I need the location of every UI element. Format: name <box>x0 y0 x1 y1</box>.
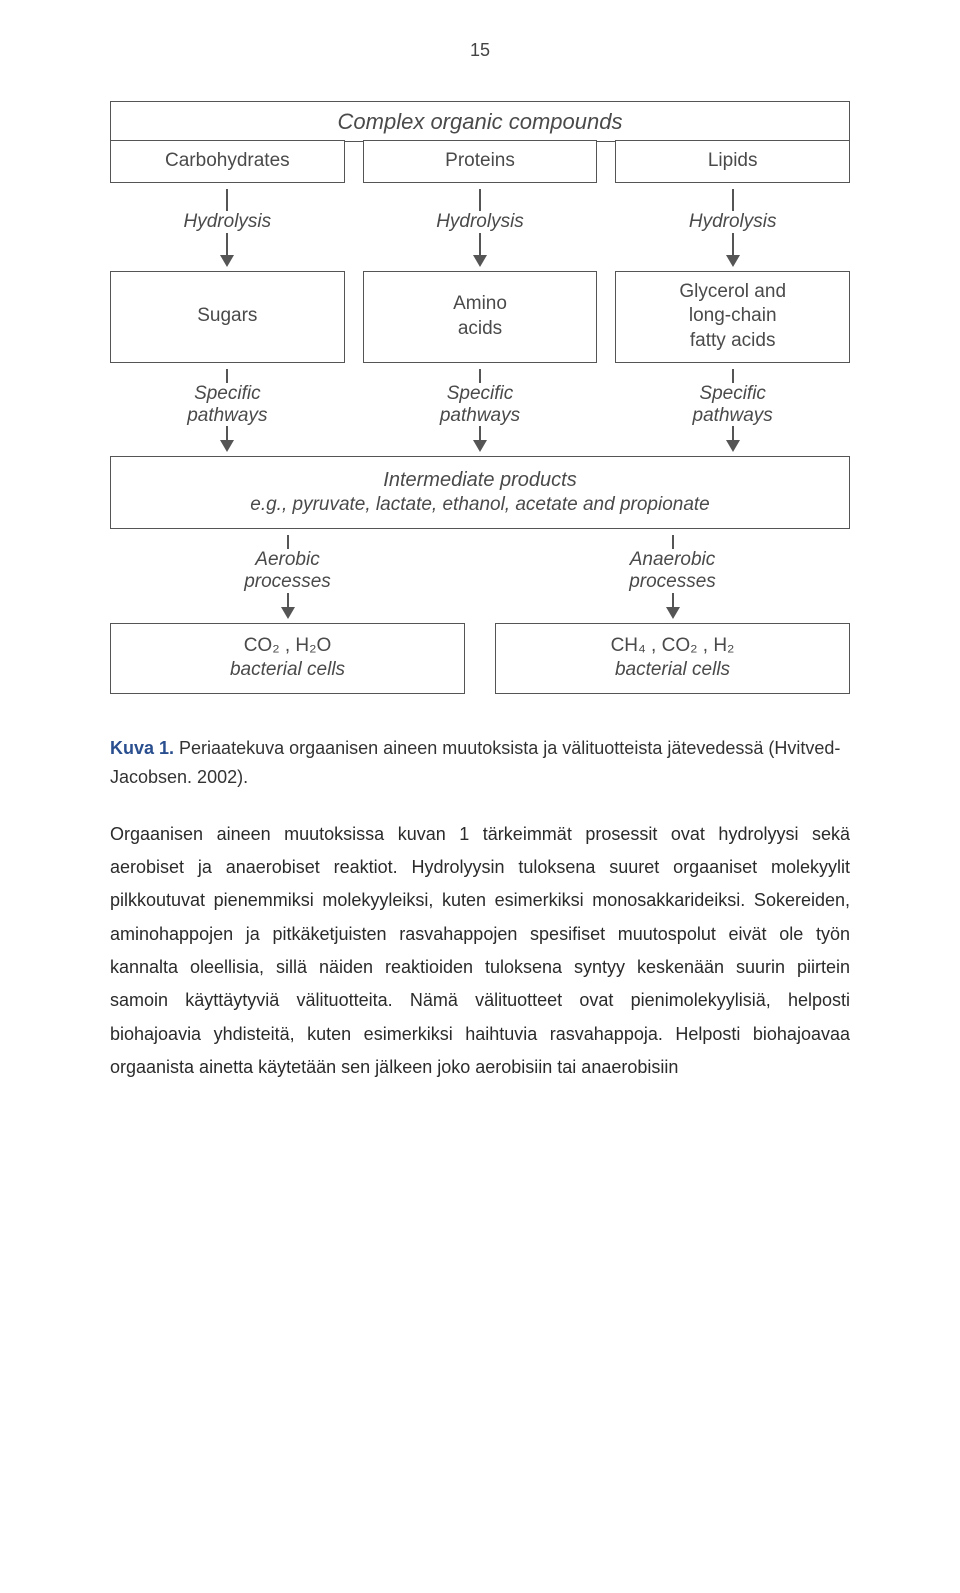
compound-lipids: Lipids <box>615 140 850 183</box>
flowchart-diagram: Complex organic compounds Carbohydrates … <box>110 101 850 694</box>
final-anaerobic-formula: CH₄ , CO₂ , H₂ <box>611 634 735 659</box>
caption-lead: Kuva 1. <box>110 738 174 758</box>
arrow-hydrolysis-1: Hydrolysis <box>110 189 345 267</box>
arrow-hydrolysis-3: Hydrolysis <box>615 189 850 267</box>
page-number: 15 <box>110 40 850 61</box>
compound-carbohydrates: Carbohydrates <box>110 140 345 183</box>
aerobic-label: Aerobic processes <box>244 549 331 593</box>
specific-label-3: Specific pathways <box>693 383 773 427</box>
final-aerobic-box: CO₂ , H₂O bacterial cells <box>110 623 465 694</box>
product-amino-acids: Amino acids <box>363 271 598 363</box>
intermediate-title: Intermediate products <box>383 467 576 493</box>
arrow-hydrolysis-2: Hydrolysis <box>363 189 598 267</box>
arrow-aerobic: Aerobic processes <box>110 535 465 619</box>
product-sugars: Sugars <box>110 271 345 363</box>
final-anaerobic-box: CH₄ , CO₂ , H₂ bacterial cells <box>495 623 850 694</box>
product-glycerol: Glycerol and long-chain fatty acids <box>615 271 850 363</box>
final-aerobic-line2: bacterial cells <box>230 658 345 683</box>
compound-proteins: Proteins <box>363 140 598 183</box>
specific-label-2: Specific pathways <box>440 383 520 427</box>
body-paragraph: Orgaanisen aineen muutoksissa kuvan 1 tä… <box>110 818 850 1084</box>
specific-label-1: Specific pathways <box>187 383 267 427</box>
anaerobic-label: Anaerobic processes <box>629 549 716 593</box>
arrow-anaerobic: Anaerobic processes <box>495 535 850 619</box>
header-box: Complex organic compounds <box>110 101 850 142</box>
final-anaerobic-line2: bacterial cells <box>615 658 730 683</box>
caption-rest: Periaatekuva orgaanisen aineen muutoksis… <box>110 738 840 787</box>
hydrolysis-label-1: Hydrolysis <box>184 211 272 233</box>
intermediate-box: Intermediate products e.g., pyruvate, la… <box>110 456 850 529</box>
final-aerobic-formula: CO₂ , H₂O <box>244 634 332 659</box>
figure-caption: Kuva 1. Periaatekuva orgaanisen aineen m… <box>110 734 850 792</box>
arrow-specific-1: Specific pathways <box>110 369 345 453</box>
intermediate-sub: e.g., pyruvate, lactate, ethanol, acetat… <box>250 493 710 518</box>
hydrolysis-label-2: Hydrolysis <box>436 211 524 233</box>
hydrolysis-label-3: Hydrolysis <box>689 211 777 233</box>
arrow-specific-3: Specific pathways <box>615 369 850 453</box>
arrow-specific-2: Specific pathways <box>363 369 598 453</box>
